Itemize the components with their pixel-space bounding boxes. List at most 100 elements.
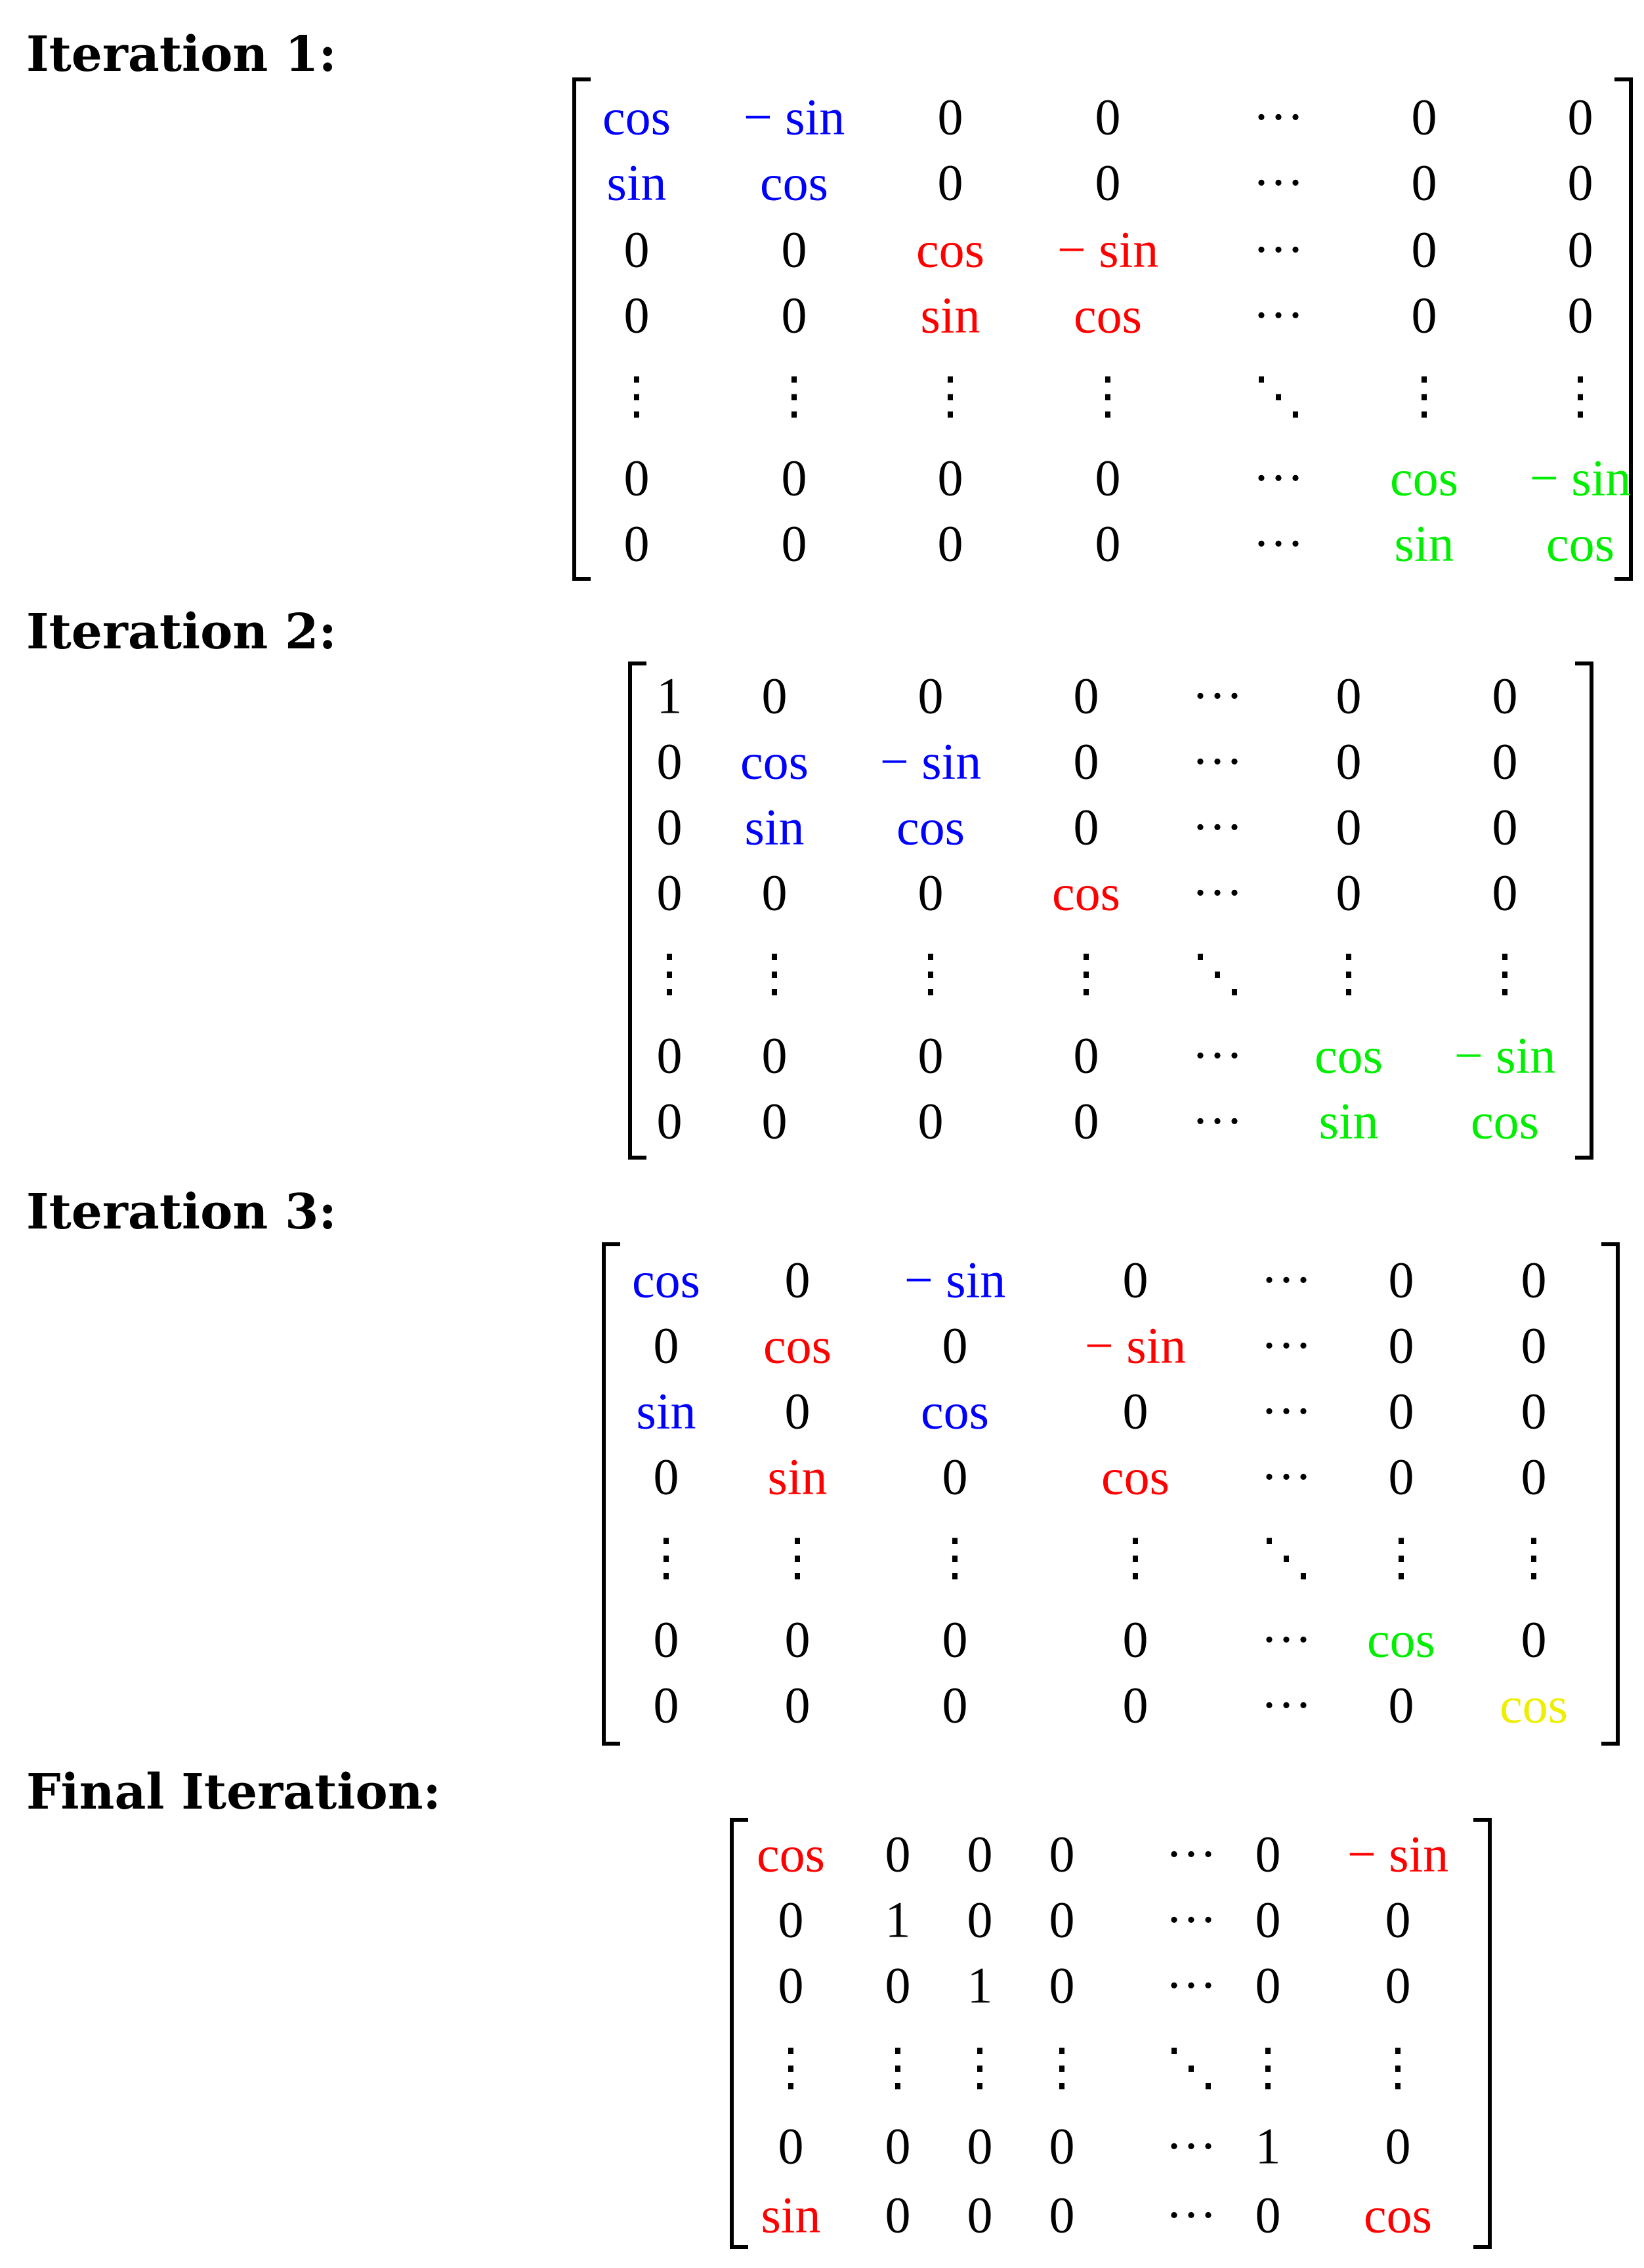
matrix-cell: ⋮	[1082, 368, 1133, 425]
matrix-cell: 0	[778, 1891, 804, 1948]
matrix-cell: 0	[778, 2118, 804, 2175]
matrix-cell: ⋮	[765, 2039, 816, 2096]
matrix-cell: ⋮	[925, 368, 976, 425]
matrix-cell: 0	[1521, 1448, 1547, 1505]
matrix-cell: 0	[782, 515, 807, 572]
matrix-cell: 0	[1255, 1891, 1281, 1948]
matrix-cell: 0	[624, 450, 650, 507]
matrix-cell: ···	[1192, 733, 1243, 790]
matrix-cell: 0	[885, 1957, 911, 2014]
matrix-cell: ⋮	[769, 368, 820, 425]
matrix-cell: 0	[1049, 1957, 1075, 2014]
matrix-cell: ⋱	[1166, 2039, 1217, 2096]
matrix-cell: ⋮	[1036, 2039, 1087, 2096]
matrix-cell: 0	[967, 2118, 993, 2175]
matrix-cell: sin	[636, 1383, 696, 1440]
matrix-cell: ···	[1261, 1677, 1312, 1734]
matrix-cell: 0	[654, 1317, 679, 1374]
matrix-cell: − sin	[1347, 1826, 1449, 1883]
right-bracket	[1601, 1242, 1620, 1746]
matrix-cell: 0	[654, 1677, 679, 1734]
iteration-1-matrix: cos − sin 0 0 ··· 0 0 sin cos 0 0 ··· 0 0 0 0 cos − sin ··…	[572, 77, 1633, 581]
matrix-cell: 0	[1074, 1093, 1099, 1150]
matrix-cell: 0	[1336, 733, 1362, 790]
matrix-cell: 0	[938, 515, 963, 572]
matrix-cell: 0	[942, 1677, 968, 1734]
matrix-cell: 0	[918, 1027, 944, 1084]
matrix-cell: ···	[1261, 1611, 1312, 1668]
matrix-cell: ···	[1261, 1251, 1312, 1309]
matrix-cell: 0	[1095, 89, 1121, 146]
matrix-cell: 0	[885, 1826, 911, 1883]
matrix-cell: ⋮	[1399, 368, 1450, 425]
matrix-cell: 0	[1255, 1826, 1281, 1883]
matrix-cell: 0	[1385, 2118, 1411, 2175]
matrix-cell: 0	[1049, 1891, 1075, 1948]
matrix-cell: 0	[1074, 1027, 1099, 1084]
matrix-cell: ⋮	[749, 945, 800, 1002]
matrix-cell: ···	[1192, 864, 1243, 921]
matrix-cell: ⋮	[1555, 368, 1606, 425]
matrix-cell: − sin	[744, 89, 845, 146]
matrix-cell: ···	[1261, 1383, 1312, 1440]
matrix-cell: 0	[1492, 667, 1518, 724]
matrix-cell: 0	[1074, 799, 1099, 856]
matrix-cell: 0	[624, 287, 650, 344]
iteration-2-heading: Iteration 2:	[26, 604, 337, 660]
final-iteration-heading: Final Iteration:	[26, 1764, 441, 1820]
iteration-3-matrix: cos 0 − sin 0 ··· 0 0 0 cos 0 − sin ··· 0 0 sin 0 cos 0 ··…	[602, 1242, 1620, 1746]
matrix-cell: ···	[1192, 1027, 1243, 1084]
right-bracket	[1614, 77, 1633, 581]
matrix-cell: sin	[767, 1448, 827, 1505]
matrix-cell: 0	[938, 89, 963, 146]
matrix-cell: ···	[1166, 1826, 1217, 1883]
left-bracket	[572, 77, 591, 581]
matrix-cell: ···	[1253, 221, 1304, 278]
matrix-cell: sin	[744, 799, 804, 856]
matrix-cell: cos	[1390, 450, 1458, 507]
matrix-cell: 0	[885, 2118, 911, 2175]
left-bracket	[628, 662, 646, 1160]
matrix-cell: 1	[657, 667, 683, 724]
matrix-cell: cos	[1052, 864, 1120, 921]
matrix-cell: 0	[785, 1383, 811, 1440]
matrix-cell: 0	[938, 450, 963, 507]
matrix-cell: 0	[657, 799, 683, 856]
matrix-cell: cos	[1364, 2187, 1432, 2244]
matrix-cell: ⋮	[872, 2039, 923, 2096]
matrix-cell: ⋮	[1110, 1529, 1161, 1586]
matrix-cell: 0	[1492, 799, 1518, 856]
iteration-2-matrix: 1 0 0 0 ··· 0 0 0 cos − sin 0 ··· 0 0 0 sin cos 0 ··· 0 0 0 0 0…	[628, 662, 1593, 1160]
matrix-cell: ···	[1253, 89, 1304, 146]
matrix-cell: 0	[967, 1826, 993, 1883]
left-bracket	[730, 1818, 748, 2249]
matrix-cell: 0	[942, 1448, 968, 1505]
matrix-cell: 0	[1255, 2187, 1281, 2244]
matrix-cell: cos	[1315, 1027, 1383, 1084]
matrix-cell: cos	[763, 1317, 832, 1374]
matrix-cell: 0	[1412, 89, 1437, 146]
matrix-cell: 1	[1255, 2118, 1281, 2175]
matrix-cell: ⋮	[1372, 2039, 1423, 2096]
matrix-cell: 0	[885, 2187, 911, 2244]
matrix-cell: 0	[1568, 287, 1593, 344]
matrix-cell: ···	[1192, 799, 1243, 856]
matrix-cell: 0	[1568, 154, 1593, 211]
matrix-cell: 0	[1389, 1677, 1414, 1734]
matrix-cell: cos	[1471, 1093, 1539, 1150]
matrix-cell: 1	[885, 1891, 911, 1948]
matrix-cell: 0	[1049, 2187, 1075, 2244]
matrix-cell: sin	[1318, 1093, 1378, 1150]
matrix-cell: ···	[1166, 1891, 1217, 1948]
matrix-cell: 0	[918, 1093, 944, 1150]
matrix-cell: sin	[606, 154, 666, 211]
matrix-cell: 0	[1095, 450, 1121, 507]
matrix-cell: 0	[1255, 1957, 1281, 2014]
matrix-cell: 0	[785, 1251, 811, 1309]
matrix-cell: − sin	[880, 733, 982, 790]
matrix-cell: ⋮	[1508, 1529, 1559, 1586]
matrix-cell: ⋮	[1479, 945, 1530, 1002]
matrix-cell: 0	[657, 864, 683, 921]
matrix-cell: ⋱	[1253, 368, 1304, 425]
matrix-cell: ⋮	[1242, 2039, 1294, 2096]
